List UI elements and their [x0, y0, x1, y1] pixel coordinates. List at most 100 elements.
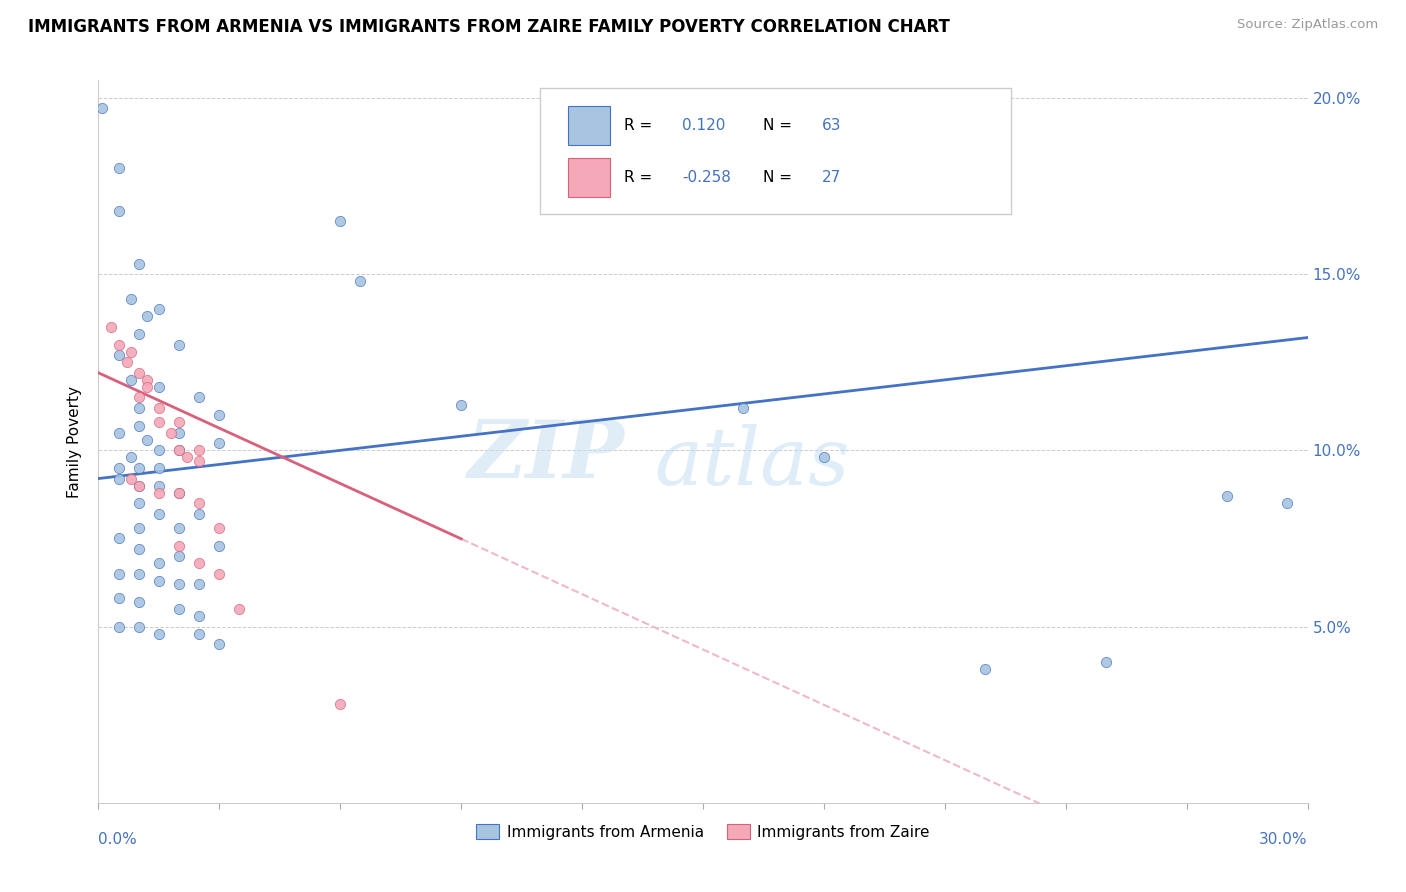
Point	[188, 496, 211, 510]
Point	[107, 591, 129, 606]
Text: 63: 63	[821, 118, 841, 133]
Point	[120, 292, 142, 306]
Point	[167, 425, 190, 440]
Point	[128, 326, 150, 341]
Point	[148, 401, 170, 415]
Point	[128, 542, 150, 557]
Text: R =: R =	[624, 170, 652, 185]
Point	[1277, 496, 1299, 510]
Legend: Immigrants from Armenia, Immigrants from Zaire: Immigrants from Armenia, Immigrants from…	[470, 818, 936, 846]
Point	[128, 401, 150, 415]
Point	[107, 337, 129, 351]
Point	[120, 344, 142, 359]
Point	[148, 380, 170, 394]
Point	[148, 415, 170, 429]
Point	[167, 443, 190, 458]
Point	[167, 539, 190, 553]
Text: -0.258: -0.258	[682, 170, 731, 185]
Point	[167, 549, 190, 563]
Point	[120, 373, 142, 387]
Text: 0.120: 0.120	[682, 118, 725, 133]
Point	[208, 566, 231, 581]
Point	[120, 471, 142, 485]
Point	[148, 461, 170, 475]
Y-axis label: Family Poverty: Family Poverty	[67, 385, 83, 498]
Point	[128, 521, 150, 535]
Point	[128, 595, 150, 609]
Point	[167, 485, 190, 500]
Point	[128, 366, 150, 380]
Text: N =: N =	[763, 118, 793, 133]
Point	[148, 485, 170, 500]
Point	[107, 161, 129, 176]
Point	[128, 461, 150, 475]
Point	[148, 574, 170, 588]
Point	[107, 532, 129, 546]
Point	[188, 391, 211, 405]
Point	[188, 609, 211, 624]
Point	[813, 450, 835, 465]
Point	[208, 436, 231, 450]
Point	[120, 450, 142, 465]
Text: 0.0%: 0.0%	[98, 831, 138, 847]
Text: 30.0%: 30.0%	[1260, 831, 1308, 847]
Point	[148, 507, 170, 521]
Point	[100, 320, 122, 334]
Point	[128, 256, 150, 270]
Text: R =: R =	[624, 118, 652, 133]
Point	[188, 454, 211, 468]
Point	[148, 556, 170, 570]
Point	[167, 415, 190, 429]
Point	[349, 274, 371, 288]
Text: ZIP: ZIP	[468, 417, 624, 495]
Point	[91, 102, 114, 116]
Point	[160, 425, 183, 440]
Point	[148, 478, 170, 492]
Point	[107, 425, 129, 440]
Text: IMMIGRANTS FROM ARMENIA VS IMMIGRANTS FROM ZAIRE FAMILY POVERTY CORRELATION CHAR: IMMIGRANTS FROM ARMENIA VS IMMIGRANTS FR…	[28, 18, 950, 36]
Point	[135, 310, 157, 324]
Point	[107, 461, 129, 475]
Point	[107, 566, 129, 581]
FancyBboxPatch shape	[540, 87, 1011, 214]
Point	[107, 348, 129, 362]
Point	[167, 485, 190, 500]
Point	[167, 577, 190, 591]
Point	[135, 433, 157, 447]
Point	[450, 398, 472, 412]
FancyBboxPatch shape	[568, 158, 610, 197]
Point	[128, 391, 150, 405]
Text: Source: ZipAtlas.com: Source: ZipAtlas.com	[1237, 18, 1378, 31]
Point	[148, 626, 170, 640]
Point	[167, 443, 190, 458]
Point	[1216, 489, 1239, 503]
Point	[107, 471, 129, 485]
Point	[188, 443, 211, 458]
Point	[128, 418, 150, 433]
Text: 27: 27	[821, 170, 841, 185]
Point	[329, 697, 352, 711]
FancyBboxPatch shape	[568, 105, 610, 145]
Point	[107, 619, 129, 633]
Point	[228, 602, 250, 616]
Point	[208, 408, 231, 422]
Point	[208, 637, 231, 651]
Point	[148, 443, 170, 458]
Point	[128, 619, 150, 633]
Point	[1095, 655, 1118, 669]
Text: atlas: atlas	[655, 425, 851, 502]
Point	[128, 478, 150, 492]
Point	[128, 478, 150, 492]
Text: N =: N =	[763, 170, 793, 185]
Point	[733, 401, 755, 415]
Point	[188, 577, 211, 591]
Point	[128, 496, 150, 510]
Point	[107, 203, 129, 218]
Point	[135, 373, 157, 387]
Point	[188, 507, 211, 521]
Point	[135, 380, 157, 394]
Point	[167, 602, 190, 616]
Point	[115, 355, 138, 369]
Point	[148, 302, 170, 317]
Point	[208, 521, 231, 535]
